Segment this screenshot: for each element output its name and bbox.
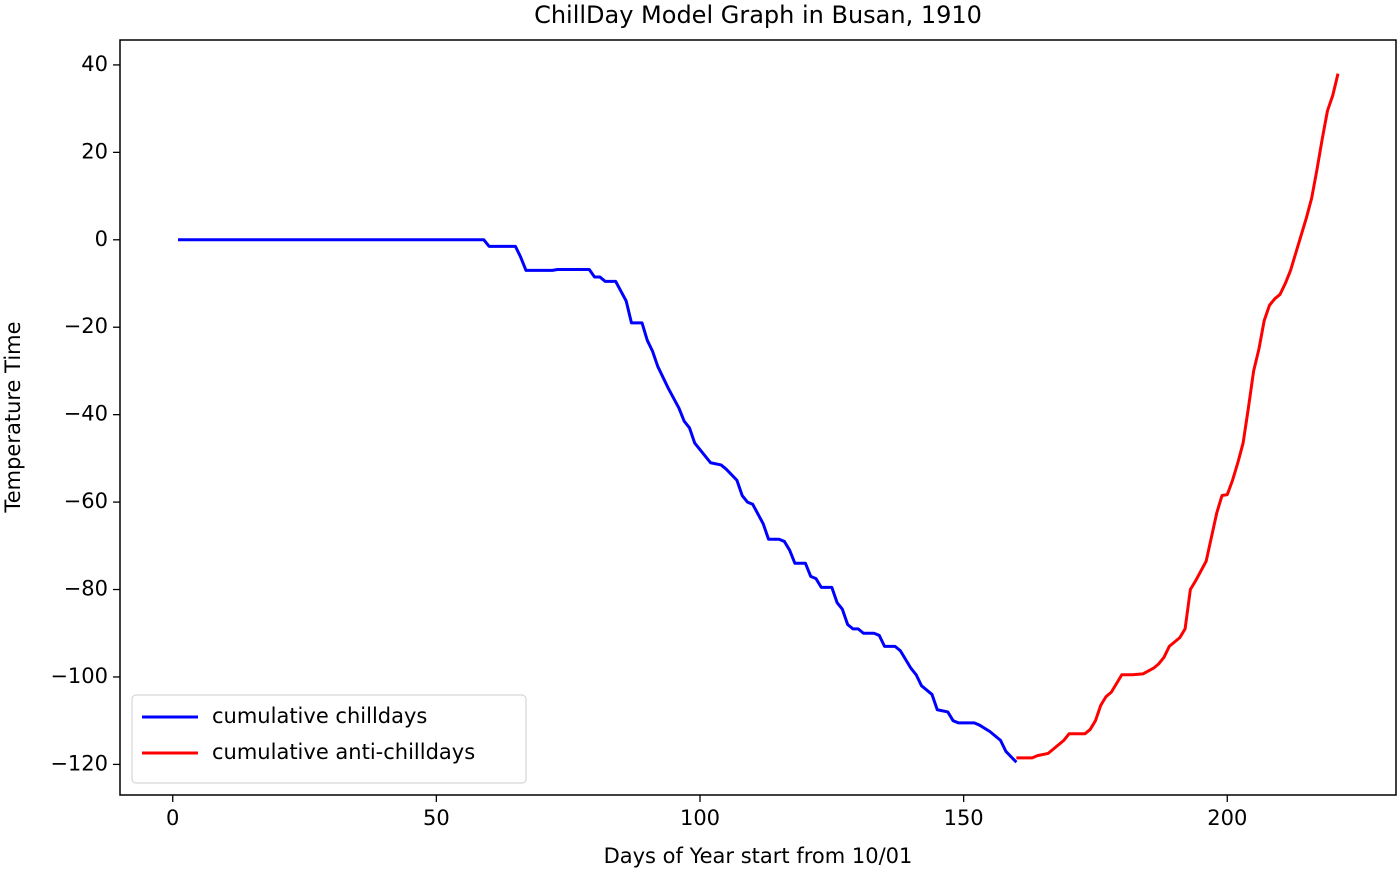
y-tick-label: 20 [81, 139, 108, 163]
y-tick-label: −20 [64, 314, 108, 338]
y-tick-label: −60 [64, 489, 108, 513]
y-tick-label: −120 [50, 751, 108, 775]
x-tick-label: 200 [1207, 806, 1247, 830]
x-tick-label: 100 [680, 806, 720, 830]
y-tick-label: −80 [64, 577, 108, 601]
y-tick-label: −40 [64, 402, 108, 426]
line-series [1016, 73, 1340, 760]
legend-box [131, 694, 527, 784]
y-axis-label: Temperature Time [1, 321, 25, 513]
x-tick-label: 50 [423, 806, 450, 830]
y-tick-label: 40 [81, 52, 108, 76]
y-tick-label: −100 [50, 664, 108, 688]
x-axis-label: Days of Year start from 10/01 [604, 844, 913, 868]
x-tick-label: 0 [166, 806, 179, 830]
legend-label: cumulative chilldays [212, 704, 427, 728]
line-series [178, 238, 1018, 764]
x-tick-label: 150 [944, 806, 984, 830]
legend-label: cumulative anti-chilldays [212, 740, 475, 764]
chart-title: ChillDay Model Graph in Busan, 1910 [534, 1, 982, 29]
plot-frame [119, 39, 1397, 796]
y-tick-label: 0 [95, 227, 108, 251]
